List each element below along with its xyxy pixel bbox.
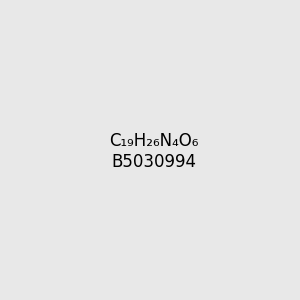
Text: C₁₉H₂₆N₄O₆
B5030994: C₁₉H₂₆N₄O₆ B5030994 [109,132,198,171]
